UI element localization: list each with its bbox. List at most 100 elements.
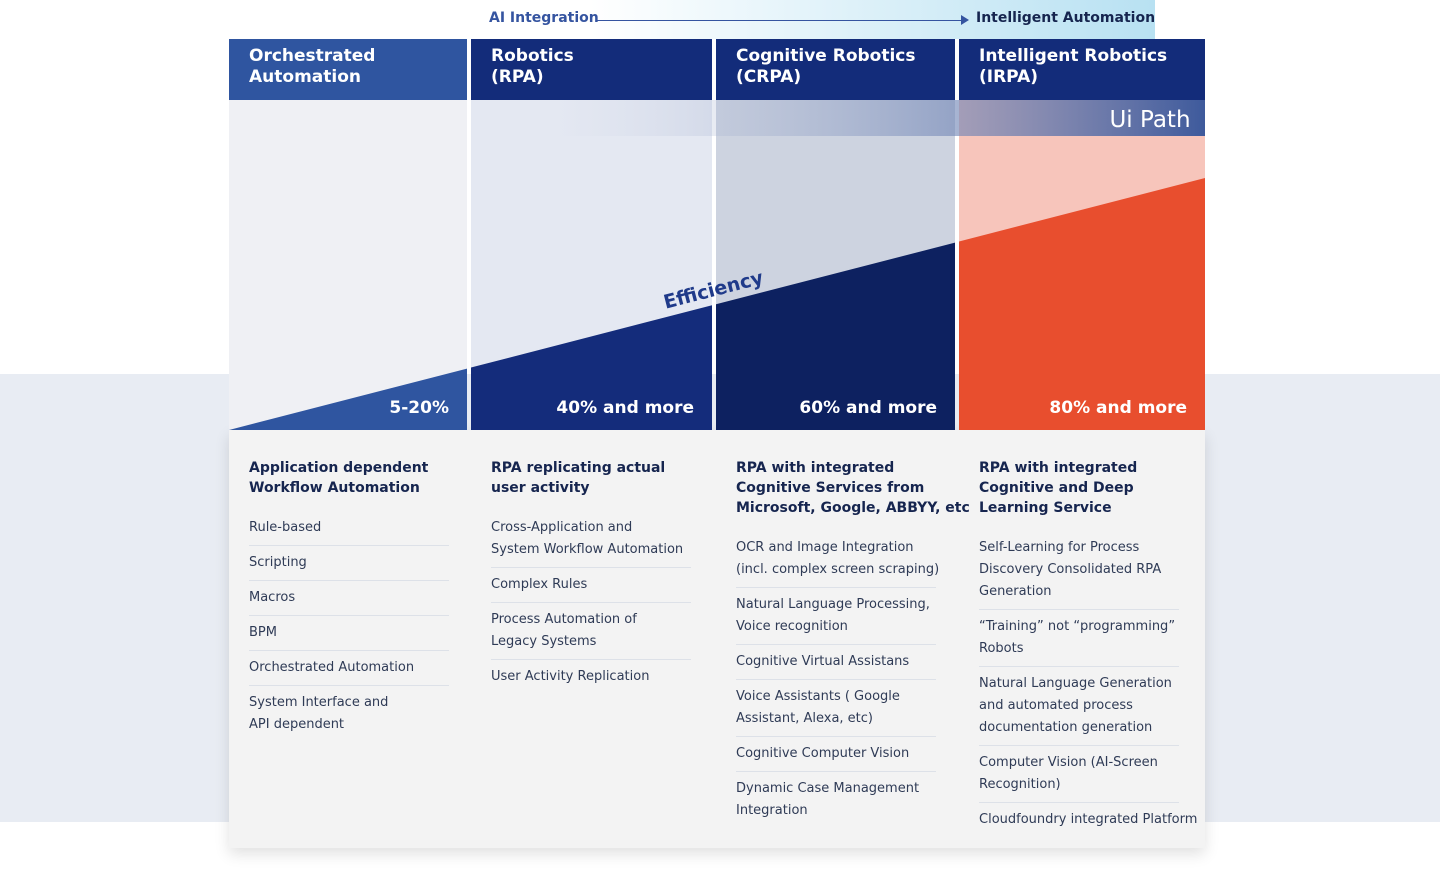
list-item: “Training” not “programming” Robots [979, 610, 1179, 667]
list-item: Complex Rules [491, 568, 691, 603]
header-bg [716, 39, 955, 100]
item-line: Assistant, Alexa, etc) [736, 711, 874, 726]
item-line: Integration [736, 803, 808, 818]
item-line: User Activity Replication [491, 669, 650, 684]
item-line: Discovery Consolidated RPA [979, 562, 1162, 577]
item-line: Cognitive Virtual Assistans [736, 654, 910, 669]
item-line: “Training” not “programming” [979, 619, 1176, 634]
bottom-panel [229, 430, 1205, 848]
column-title: Intelligent Robotics (IRPA) [959, 39, 1205, 100]
list-item: Rule-based [249, 511, 449, 546]
item-line: Dynamic Case Management [736, 781, 920, 796]
brand-band [550, 100, 1205, 136]
percentage: 5-20% [389, 398, 449, 418]
triangle [229, 368, 467, 430]
item-line: Generation [979, 584, 1052, 599]
title-line: Automation [249, 67, 361, 87]
list-item: Voice Assistants ( Google Assistant, Alex… [736, 680, 936, 737]
triangle [959, 178, 1205, 430]
heading-line: RPA with integrated [736, 460, 895, 476]
list-item: Natural Language Generation and automated… [979, 667, 1179, 746]
heading-line: RPA replicating actual [491, 460, 666, 476]
column-body: RPA with integrated Cognitive and Deep Lea… [959, 458, 1205, 837]
list-item: System Interface and API dependent [249, 686, 449, 742]
top-right: Intelligent Automation [976, 10, 1156, 26]
column-heading: Application dependent Workflow Automation [249, 458, 467, 498]
list-item: Process Automation of Legacy Systems [491, 603, 691, 660]
column-body: Application dependent Workflow Automation… [229, 458, 467, 742]
item-line: Robots [979, 641, 1024, 656]
header-bg [229, 39, 467, 100]
item-line: Natural Language Generation [979, 676, 1172, 691]
triangle [471, 305, 712, 430]
title-line: (IRPA) [979, 67, 1039, 87]
item-line: Orchestrated Automation [249, 660, 415, 675]
item-line: Process Automation of [491, 612, 637, 627]
item-line: BPM [249, 625, 277, 640]
triangle [716, 242, 955, 430]
column-heading: RPA replicating actual user activity [491, 458, 712, 498]
item-line: Scripting [249, 555, 307, 570]
top-left: AI Integration [489, 10, 599, 26]
heading-line: Microsoft, Google, ABBYY, etc [736, 500, 970, 516]
arrow-head [961, 15, 969, 25]
column-title: Cognitive Robotics (CRPA) [716, 39, 955, 100]
item-line: Self-Learning for Process [979, 540, 1140, 555]
header-bg [471, 39, 712, 100]
item-line: Recognition) [979, 777, 1061, 792]
item-line: API dependent [249, 717, 345, 732]
col-bg [229, 100, 467, 430]
item-line: Rule-based [249, 520, 322, 535]
item-line: Macros [249, 590, 296, 605]
item-line: Complex Rules [491, 577, 588, 592]
column-heading: RPA with integrated Cognitive Services fr… [736, 458, 970, 518]
item-line: System Interface and [249, 695, 389, 710]
percentage: 80% and more [1049, 398, 1187, 418]
heading-line: Learning Service [979, 500, 1112, 516]
item-line: (incl. complex screen scraping) [736, 562, 940, 577]
heading-line: user activity [491, 480, 590, 496]
list-item: OCR and Image Integration (incl. complex … [736, 531, 940, 588]
item-line: Cognitive Computer Vision [736, 746, 910, 761]
list-item: BPM [249, 616, 449, 651]
item-line: documentation generation [979, 720, 1153, 735]
title-line: Cognitive Robotics [736, 46, 916, 66]
brand: Ui Path [1109, 107, 1190, 133]
item-line: Legacy Systems [491, 634, 597, 649]
item-line: Voice recognition [736, 619, 848, 634]
item-line: OCR and Image Integration [736, 540, 914, 555]
item-line: and automated process [979, 698, 1133, 713]
list-item: User Activity Replication [491, 660, 691, 694]
header-bg [959, 39, 1205, 100]
list-item: Computer Vision (AI-Screen Recognition) [979, 746, 1179, 803]
item-line: Computer Vision (AI-Screen [979, 755, 1158, 770]
column-title: Orchestrated Automation [229, 39, 467, 100]
heading-line: Application dependent [249, 460, 429, 476]
heading-line: RPA with integrated [979, 460, 1138, 476]
list-item: Cloudfoundry integrated Platform [979, 803, 1198, 837]
heading-line: Workflow Automation [249, 480, 420, 496]
item-line: System Workflow Automation [491, 542, 684, 557]
title-line: Robotics [491, 46, 574, 66]
title-line: Orchestrated [249, 46, 376, 66]
title-line: Intelligent Robotics [979, 46, 1168, 66]
percentage: 40% and more [556, 398, 694, 418]
item-line: Cloudfoundry integrated Platform [979, 812, 1198, 827]
list-item: Scripting [249, 546, 449, 581]
list-item: Cognitive Computer Vision [736, 737, 936, 772]
column-body: RPA with integrated Cognitive Services fr… [716, 458, 970, 828]
list-item: Dynamic Case Management Integration [736, 772, 936, 828]
title-line: (RPA) [491, 67, 544, 87]
list-item: Macros [249, 581, 449, 616]
item-line: Natural Language Processing, [736, 597, 930, 612]
item-line: Cross-Application and [491, 520, 633, 535]
title-line: (CRPA) [736, 67, 802, 87]
column-heading: RPA with integrated Cognitive and Deep Lea… [979, 458, 1205, 518]
list-item: Orchestrated Automation [249, 651, 449, 686]
item-line: Voice Assistants ( Google [736, 689, 900, 704]
heading-line: Cognitive Services from [736, 480, 925, 496]
list-item: Cross-Application and System Workflow Aut… [491, 511, 691, 568]
percentage: 60% and more [799, 398, 937, 418]
arrow [596, 20, 966, 21]
